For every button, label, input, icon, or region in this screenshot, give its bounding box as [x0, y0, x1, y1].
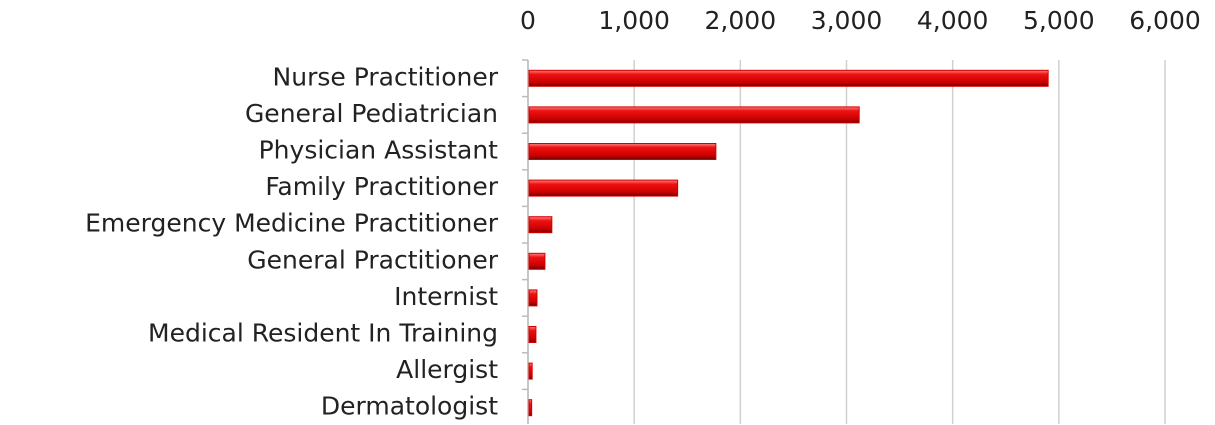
bar	[528, 252, 546, 270]
y-tick-label: Medical Resident In Training	[148, 319, 498, 348]
y-tick-label: Internist	[394, 282, 498, 311]
x-tick-label: 2,000	[705, 6, 777, 35]
y-tick-label: Family Practitioner	[265, 172, 498, 201]
x-tick-label: 6,000	[1129, 6, 1201, 35]
bar	[528, 399, 533, 417]
bar	[528, 179, 679, 197]
y-tick-label: Nurse Practitioner	[273, 62, 499, 91]
x-tick-label: 4,000	[917, 6, 989, 35]
y-tick-label: Physician Assistant	[259, 136, 499, 165]
x-tick-label: 0	[520, 6, 536, 35]
x-tick-label: 3,000	[811, 6, 883, 35]
x-tick-label: 5,000	[1023, 6, 1095, 35]
y-tick-label: General Practitioner	[247, 245, 498, 274]
bar	[528, 143, 717, 160]
bar	[528, 106, 860, 124]
y-tick-label: Allergist	[396, 355, 498, 384]
y-tick-label: General Pediatrician	[245, 99, 498, 128]
bar	[528, 216, 553, 234]
y-tick-label: Emergency Medicine Practitioner	[85, 209, 499, 238]
x-tick-label: 1,000	[598, 6, 670, 35]
y-tick-label: Dermatologist	[321, 392, 498, 421]
bar	[528, 362, 533, 380]
bar	[528, 69, 1049, 87]
bar	[528, 326, 537, 343]
bar	[528, 289, 538, 307]
